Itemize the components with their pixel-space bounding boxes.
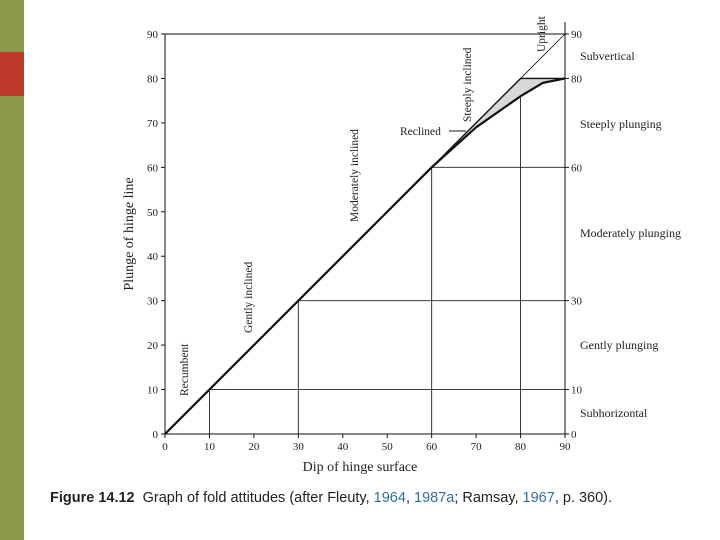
x-tick-label: 30 <box>293 441 305 453</box>
right-tick-label: 0 <box>571 429 577 441</box>
plunge-class-label: Subvertical <box>580 49 635 63</box>
y-tick-label: 30 <box>147 296 159 308</box>
plunge-class-label: Steeply plunging <box>580 117 662 131</box>
x-tick-label: 70 <box>471 441 483 453</box>
y-tick-label: 80 <box>147 73 159 85</box>
plunge-class-label: Moderately plunging <box>580 226 681 240</box>
y-tick-label: 40 <box>147 251 159 263</box>
x-tick-label: 90 <box>560 441 572 453</box>
caption-figure-number: Figure 14.12 <box>50 490 135 506</box>
x-axis-title: Dip of hinge surface <box>303 460 418 475</box>
y-tick-label: 20 <box>147 340 159 352</box>
caption-ref-fleuty-1987a[interactable]: 1987a <box>414 490 455 506</box>
x-tick-label: 60 <box>426 441 438 453</box>
x-tick-label: 50 <box>382 441 394 453</box>
diagonal-reference-line <box>164 33 566 435</box>
right-tick-label: 30 <box>571 296 583 308</box>
plunge-class-label: Gently plunging <box>580 338 658 352</box>
plunge-class-label: Subhorizontal <box>580 406 648 420</box>
right-tick-label: 60 <box>571 162 583 174</box>
x-tick-label: 10 <box>204 441 216 453</box>
x-tick-label: 0 <box>162 441 168 453</box>
right-tick-label: 10 <box>571 385 583 397</box>
dip-class-label: Steeply inclined <box>462 47 474 122</box>
series-lower-boundary <box>164 77 566 435</box>
x-tick-label: 40 <box>337 441 349 453</box>
steep-fold-shaded-region <box>431 78 565 168</box>
caption-text-3: , p. 360). <box>554 490 613 506</box>
caption-ref-ramsay-1967[interactable]: 1967 <box>522 490 555 506</box>
y-tick-label: 90 <box>147 29 159 41</box>
caption-sep-1: , <box>405 490 414 506</box>
x-tick-label: 80 <box>515 441 527 453</box>
figure-caption: Figure 14.12 Graph of fold attitudes (aft… <box>50 490 710 506</box>
dip-class-label: Gently inclined <box>243 262 255 333</box>
y-tick-label: 0 <box>153 429 159 441</box>
caption-text-1: Graph of fold attitudes (after Fleuty, <box>142 490 374 506</box>
x-tick-label: 20 <box>248 441 260 453</box>
y-axis-title: Plunge of hinge line <box>122 177 137 290</box>
series-upper-boundary <box>164 77 565 435</box>
right-tick-label: 90 <box>571 29 583 41</box>
y-tick-label: 70 <box>147 118 159 130</box>
left-decor-accent <box>0 52 24 96</box>
dip-class-label: Upright <box>536 15 548 52</box>
dip-class-label: Moderately inclined <box>349 129 361 222</box>
dip-class-label: Recumbent <box>179 343 191 396</box>
y-tick-label: 60 <box>147 162 159 174</box>
y-tick-label: 10 <box>147 385 159 397</box>
caption-text-2: ; Ramsay, <box>454 490 523 506</box>
caption-ref-fleuty-1964[interactable]: 1964 <box>373 490 406 506</box>
y-tick-label: 50 <box>147 207 159 219</box>
dip-class-label: Reclined <box>400 126 441 138</box>
right-tick-label: 80 <box>571 73 583 85</box>
